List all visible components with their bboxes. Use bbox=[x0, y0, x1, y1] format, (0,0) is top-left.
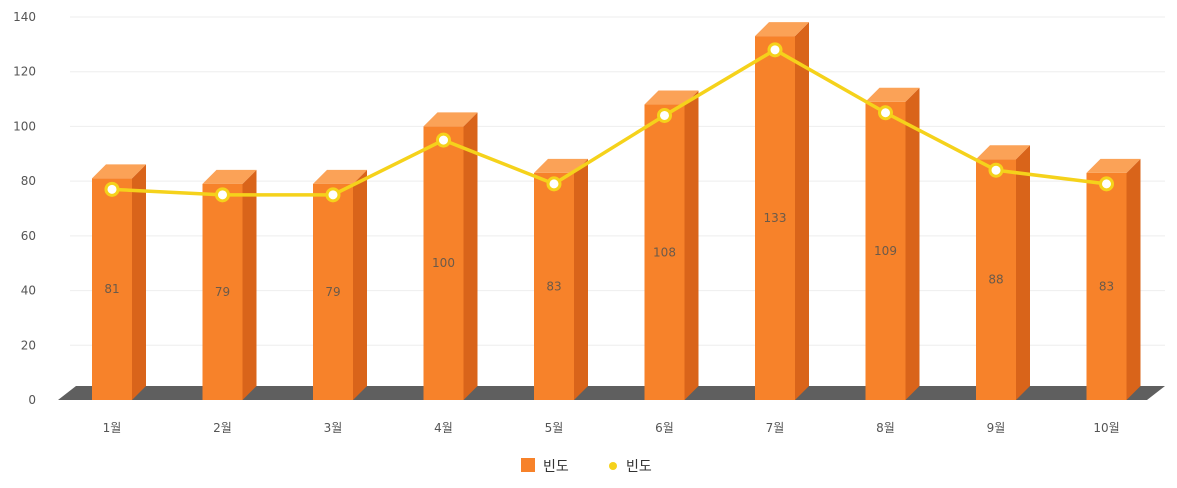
data-label: 109 bbox=[874, 244, 897, 258]
bar bbox=[534, 158, 588, 400]
data-label: 88 bbox=[988, 273, 1003, 287]
data-label: 100 bbox=[432, 256, 455, 270]
line-point bbox=[325, 187, 341, 203]
bar-front bbox=[92, 178, 132, 400]
data-label: 108 bbox=[653, 245, 676, 259]
bar-side bbox=[242, 169, 257, 400]
bar-top bbox=[92, 164, 146, 179]
y-tick-label: 60 bbox=[21, 229, 36, 243]
bar-front bbox=[534, 172, 574, 400]
y-tick-label: 0 bbox=[28, 393, 36, 407]
bar-top bbox=[865, 87, 920, 102]
x-axis: 1월 2월 3월 4월 5월 6월 7월 8월 9월 10월 bbox=[103, 421, 1120, 435]
x-tick-label: 3월 bbox=[324, 421, 343, 435]
y-tick-label: 140 bbox=[13, 10, 36, 24]
line-point bbox=[988, 162, 1004, 178]
bar bbox=[202, 169, 257, 400]
data-label: 79 bbox=[325, 285, 340, 299]
bar-series bbox=[92, 22, 1141, 401]
bar bbox=[755, 22, 809, 401]
legend-item-bar: 빈도 bbox=[521, 458, 569, 475]
legend-swatch-line bbox=[609, 462, 617, 470]
bar bbox=[1086, 158, 1141, 400]
line-series bbox=[104, 42, 1114, 203]
data-label: 79 bbox=[215, 285, 230, 299]
bar-front bbox=[1086, 172, 1127, 400]
bar-side bbox=[353, 169, 367, 400]
bar-side bbox=[1016, 145, 1030, 400]
bar-side bbox=[574, 158, 588, 400]
line-point bbox=[215, 187, 230, 203]
bar-top bbox=[313, 169, 367, 184]
bar-front bbox=[865, 101, 906, 401]
bar bbox=[313, 169, 367, 400]
x-tick-label: 10월 bbox=[1093, 421, 1119, 435]
line-point bbox=[767, 42, 783, 58]
bar-side bbox=[463, 112, 478, 400]
bar-side bbox=[132, 164, 146, 400]
x-tick-label: 1월 bbox=[103, 421, 122, 435]
bar-top bbox=[976, 145, 1030, 160]
line-point bbox=[546, 176, 562, 192]
y-tick-label: 20 bbox=[21, 338, 36, 352]
x-tick-label: 8월 bbox=[876, 421, 895, 435]
legend-item-line: 빈도 bbox=[609, 459, 652, 475]
bar-top bbox=[423, 112, 478, 127]
legend-swatch-bar bbox=[521, 458, 535, 472]
bar-front bbox=[644, 104, 685, 401]
bar-side bbox=[684, 90, 699, 401]
data-label: 133 bbox=[764, 211, 787, 225]
legend-label-line: 빈도 bbox=[626, 459, 652, 475]
bar bbox=[92, 164, 146, 400]
data-label: 83 bbox=[1099, 279, 1114, 293]
bar-top bbox=[755, 22, 809, 37]
line-point bbox=[1099, 176, 1114, 192]
y-tick-label: 80 bbox=[21, 174, 36, 188]
line-path bbox=[111, 48, 1107, 197]
y-axis: 0 20 40 60 80 100 120 140 bbox=[13, 10, 36, 407]
bar-top bbox=[1086, 158, 1141, 173]
x-tick-label: 2월 bbox=[213, 421, 232, 435]
bar-front bbox=[976, 159, 1016, 400]
line-point bbox=[878, 105, 893, 121]
bar bbox=[423, 112, 478, 400]
y-tick-label: 120 bbox=[13, 65, 36, 79]
bar-top bbox=[644, 90, 699, 105]
x-tick-label: 4월 bbox=[434, 421, 453, 435]
data-label: 83 bbox=[546, 279, 561, 293]
y-tick-label: 100 bbox=[13, 119, 36, 133]
legend-label-bar: 빈도 bbox=[543, 459, 569, 475]
legend: 빈도 빈도 bbox=[521, 458, 652, 475]
bar bbox=[976, 145, 1030, 400]
y-tick-label: 40 bbox=[21, 284, 36, 298]
x-tick-label: 5월 bbox=[545, 421, 564, 435]
bar-side bbox=[795, 22, 809, 401]
data-label: 81 bbox=[104, 282, 119, 296]
bar bbox=[865, 87, 920, 401]
bar-front bbox=[202, 183, 243, 400]
x-tick-label: 9월 bbox=[987, 421, 1006, 435]
line-point bbox=[104, 181, 120, 197]
bar-side bbox=[1126, 158, 1141, 400]
bar-front bbox=[755, 36, 795, 401]
bar bbox=[644, 90, 699, 401]
line-point bbox=[657, 107, 672, 123]
bar-front bbox=[313, 183, 353, 400]
x-tick-label: 7월 bbox=[766, 421, 785, 435]
bar-side bbox=[905, 87, 920, 401]
x-tick-label: 6월 bbox=[655, 421, 674, 435]
bar-front bbox=[423, 126, 464, 400]
line-point bbox=[436, 132, 451, 148]
bar-top bbox=[202, 169, 257, 184]
data-labels: 81 79 79 100 83 108 133 109 88 83 bbox=[104, 211, 1114, 299]
